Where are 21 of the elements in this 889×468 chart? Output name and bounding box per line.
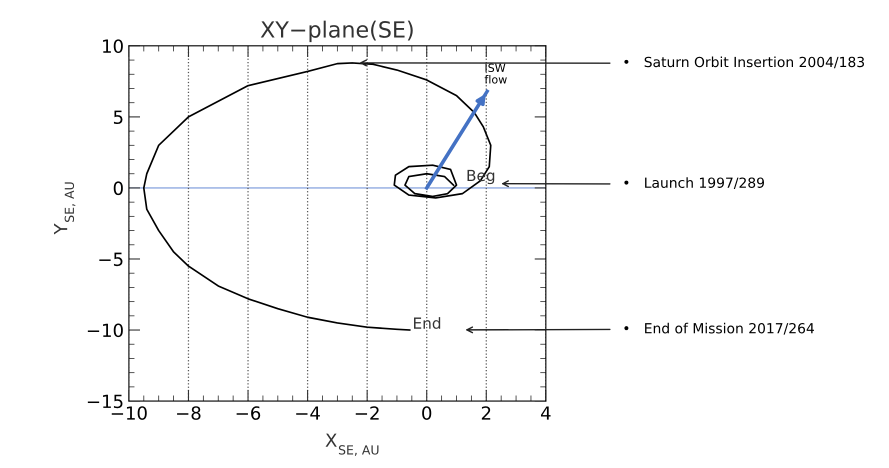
- text: • Saturn Orbit Insertion 2004/183: [624, 56, 864, 68]
- y-tick-label: −10: [88, 323, 123, 338]
- y-tick-label: 0: [114, 181, 123, 196]
- x-tick-label: −8: [177, 406, 201, 420]
- annotation: End: [414, 317, 440, 329]
- y-tick-label: 5: [114, 110, 122, 124]
- x-tick-label: 2: [482, 406, 490, 420]
- x-tick-label: 4: [540, 406, 551, 420]
- x-tick-label: −4: [296, 406, 320, 420]
- y-tick-label: −5: [99, 252, 122, 266]
- x-axis-title: XSE, AU: [326, 434, 378, 456]
- x-tick-label: 0: [422, 406, 432, 420]
- chart-title: XY−plane(SE): [260, 20, 413, 42]
- y-axis-title: YSE, AU: [54, 182, 76, 235]
- y-tick-label: 10: [103, 39, 123, 53]
- annotation: ISW flow: [484, 64, 507, 84]
- x-tick-label: −6: [236, 406, 260, 420]
- text: • End of Mission 2017/264: [624, 322, 814, 335]
- x-tick-label: −2: [356, 406, 379, 420]
- annotation: • Launch 1997/289: [624, 177, 764, 190]
- y-tick-label: −15: [88, 394, 122, 408]
